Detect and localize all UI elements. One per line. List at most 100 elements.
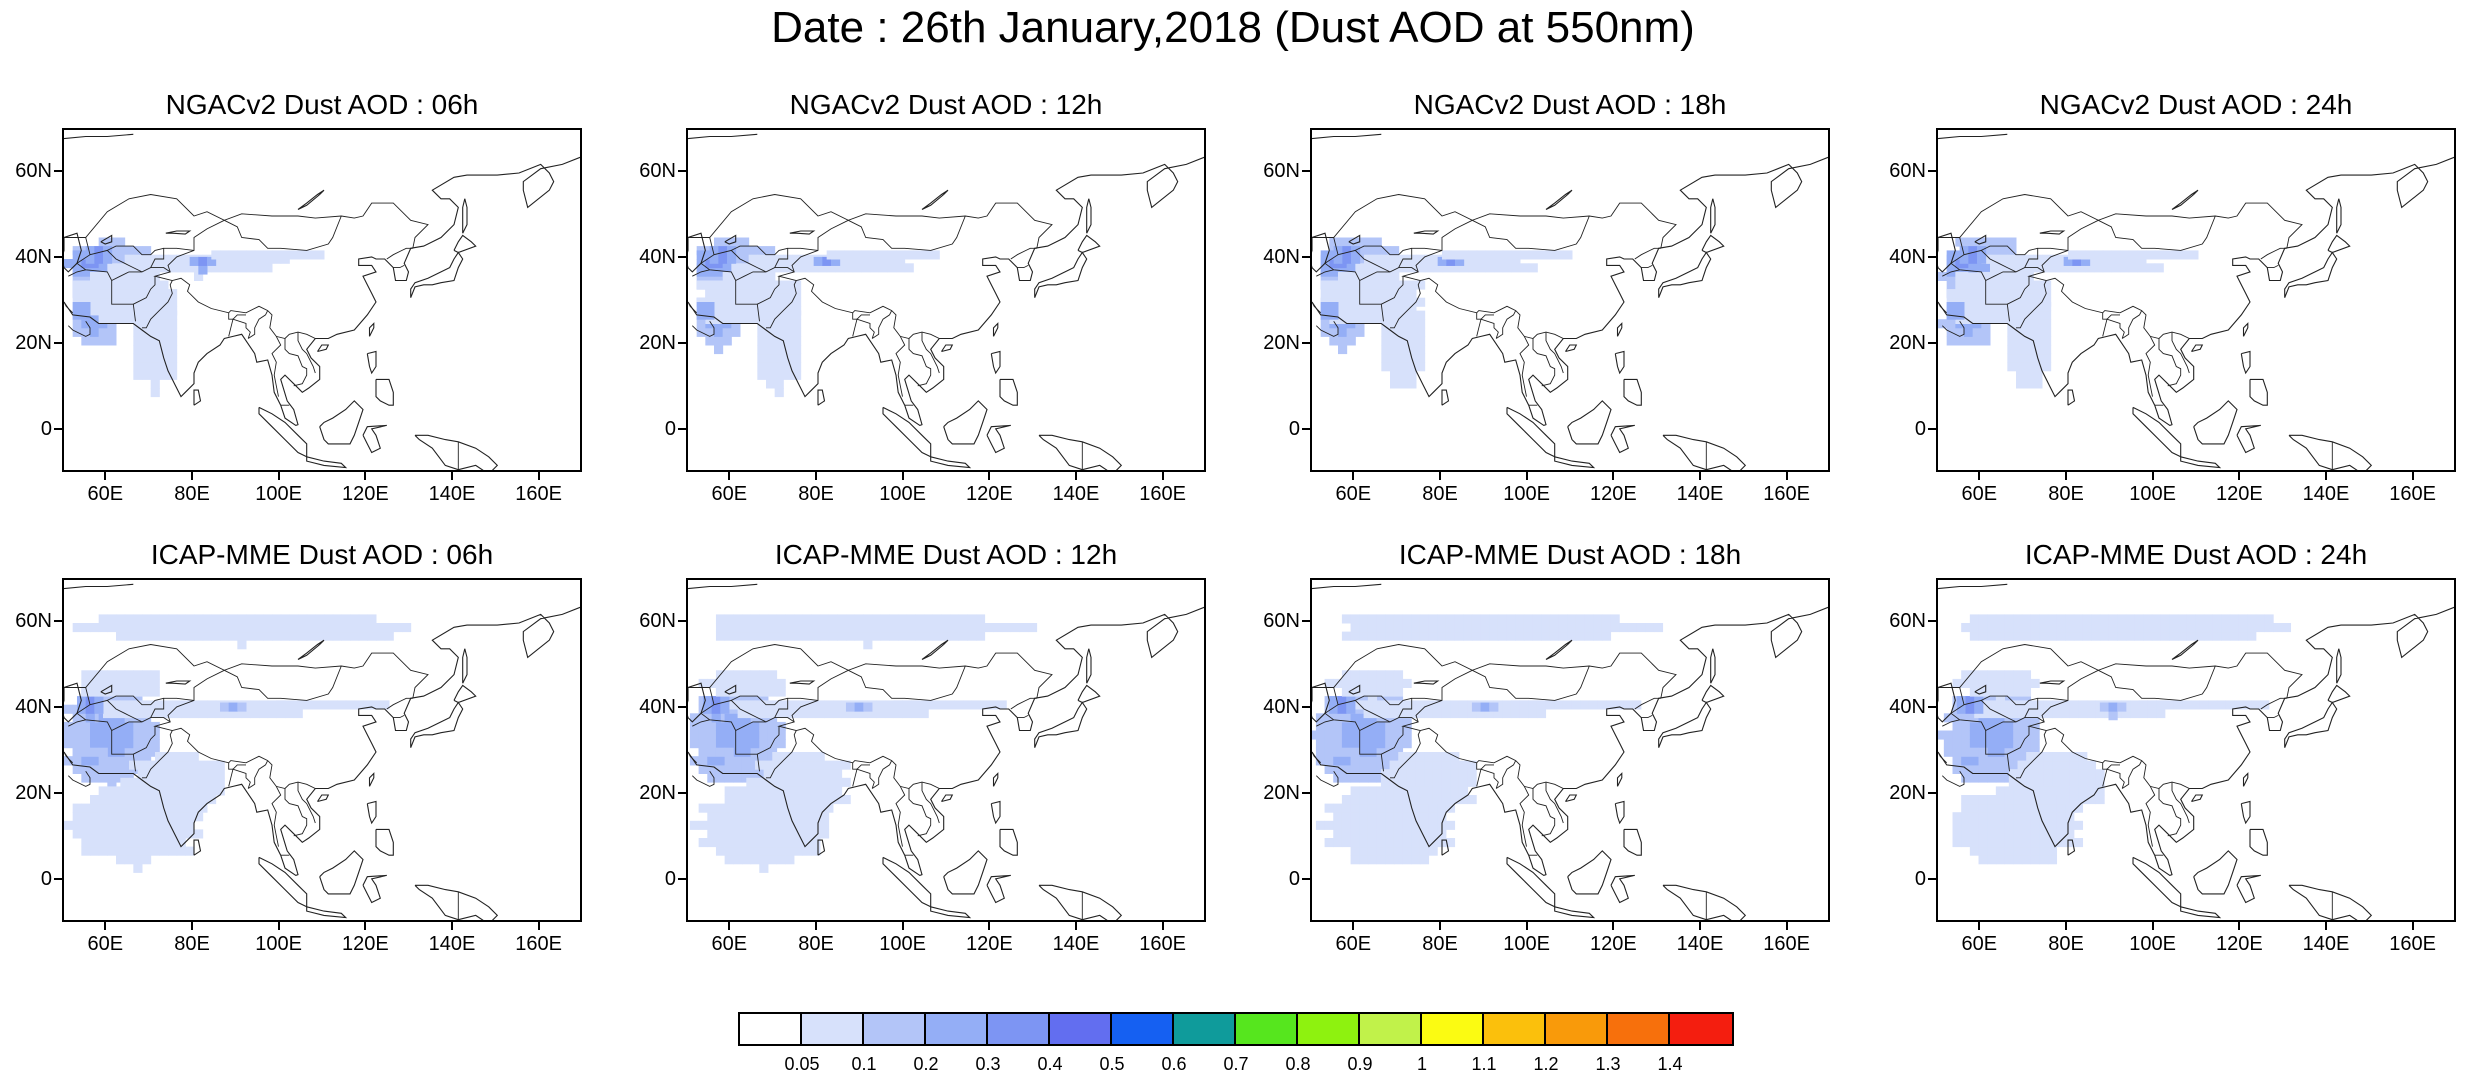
country-border: [1398, 247, 1443, 268]
dust-cell: [759, 631, 769, 641]
dust-cell: [163, 760, 173, 770]
dust-cell: [1536, 709, 1547, 719]
dust-cell: [1407, 319, 1417, 329]
dust-cell: [854, 702, 864, 712]
dust-cell: [1385, 670, 1395, 680]
country-border: [2102, 318, 2125, 339]
dust-cell: [863, 614, 873, 624]
dust-cell: [124, 280, 134, 290]
dust-cell: [2047, 846, 2058, 856]
dust-cell: [863, 623, 873, 633]
dust-cell: [1390, 345, 1400, 355]
dust-cell: [750, 795, 760, 805]
dust-cell: [64, 739, 74, 749]
country-border: [2158, 788, 2182, 837]
dust-cell: [159, 829, 169, 839]
dust-cell: [2091, 623, 2101, 633]
dust-cell: [1961, 764, 1971, 774]
dust-cell: [2095, 786, 2105, 796]
dust-cell: [870, 263, 880, 273]
dust-cell: [2111, 250, 2121, 260]
dust-cell: [2043, 769, 2053, 779]
dust-cell: [72, 289, 82, 299]
dust-cell: [272, 631, 282, 641]
dust-cell: [707, 812, 717, 822]
dust-cell: [1606, 700, 1616, 710]
dust-cell: [228, 631, 238, 641]
dust-cell: [1359, 820, 1369, 830]
dust-cell: [815, 700, 825, 710]
dust-cell: [724, 838, 734, 848]
dust-cell: [107, 846, 117, 856]
dust-cell: [159, 838, 169, 848]
dust-cell: [2042, 362, 2052, 372]
dust-cell: [1969, 721, 1980, 731]
dust-cell: [2128, 250, 2138, 260]
dust-cell: [733, 756, 743, 766]
dust-cell: [783, 293, 793, 303]
dust-cell: [189, 786, 199, 796]
dust-cell: [159, 293, 169, 303]
lat-tick-label: 40N: [1263, 696, 1300, 718]
dust-cell: [142, 327, 152, 337]
dust-cell: [2065, 820, 2075, 830]
lon-tick-label: 120E: [341, 933, 389, 955]
dust-cell: [1471, 631, 1482, 641]
country-border: [76, 237, 136, 322]
dust-cell: [107, 306, 117, 316]
coastline: [366, 350, 377, 375]
dust-cell: [741, 812, 752, 822]
country-border: [150, 247, 195, 268]
dust-cell: [2013, 747, 2023, 757]
dust-cell: [2234, 700, 2244, 710]
lat-tick-mark: [54, 878, 62, 880]
dust-cell: [285, 709, 295, 719]
dust-cell: [2208, 700, 2218, 710]
coastline: [999, 378, 1018, 406]
dust-cell: [1364, 254, 1374, 264]
dust-cell: [1532, 623, 1542, 633]
country-border: [766, 280, 797, 329]
dust-cell: [2186, 631, 2196, 641]
dust-cell: [2004, 721, 2014, 731]
dust-cell: [2021, 855, 2032, 865]
dust-cell: [1398, 769, 1408, 779]
dust-cell: [116, 764, 126, 774]
dust-cell: [2004, 803, 2014, 813]
dust-cell: [220, 702, 230, 712]
country-border: [774, 697, 819, 718]
dust-cell: [2024, 362, 2034, 372]
dust-cell: [746, 709, 756, 719]
dust-cell: [98, 289, 108, 299]
dust-cell: [1969, 687, 1980, 697]
dust-cell: [124, 855, 134, 865]
dust-cell: [2169, 614, 2179, 624]
dust-cell: [1471, 702, 1482, 712]
dust-cell: [2021, 739, 2032, 749]
dust-cell: [176, 263, 186, 273]
dust-cell: [142, 362, 152, 372]
dust-cell: [1338, 280, 1348, 290]
dust-cell: [2013, 614, 2023, 624]
dust-cell: [1393, 820, 1404, 830]
dust-cell: [81, 267, 91, 277]
lon-tick-mark: [988, 472, 991, 480]
dust-cell: [168, 370, 178, 380]
dust-cell: [181, 752, 191, 762]
dust-cell: [1324, 730, 1334, 740]
dust-cell: [1333, 730, 1343, 740]
dust-cell: [1406, 769, 1417, 779]
dust-cell: [111, 700, 121, 710]
coastline: [1614, 800, 1625, 825]
dust-cell: [1454, 623, 1464, 633]
dust-cell: [1987, 820, 1997, 830]
dust-cell: [1978, 670, 1988, 680]
dust-cell: [1342, 246, 1352, 256]
dust-cell: [146, 769, 156, 779]
dust-cell: [1428, 829, 1438, 839]
dust-cell: [107, 263, 117, 273]
colorbar-swatch: [1422, 1014, 1484, 1044]
dust-cell: [776, 829, 786, 839]
dust-cell: [757, 345, 767, 355]
dust-cell: [1419, 795, 1430, 805]
